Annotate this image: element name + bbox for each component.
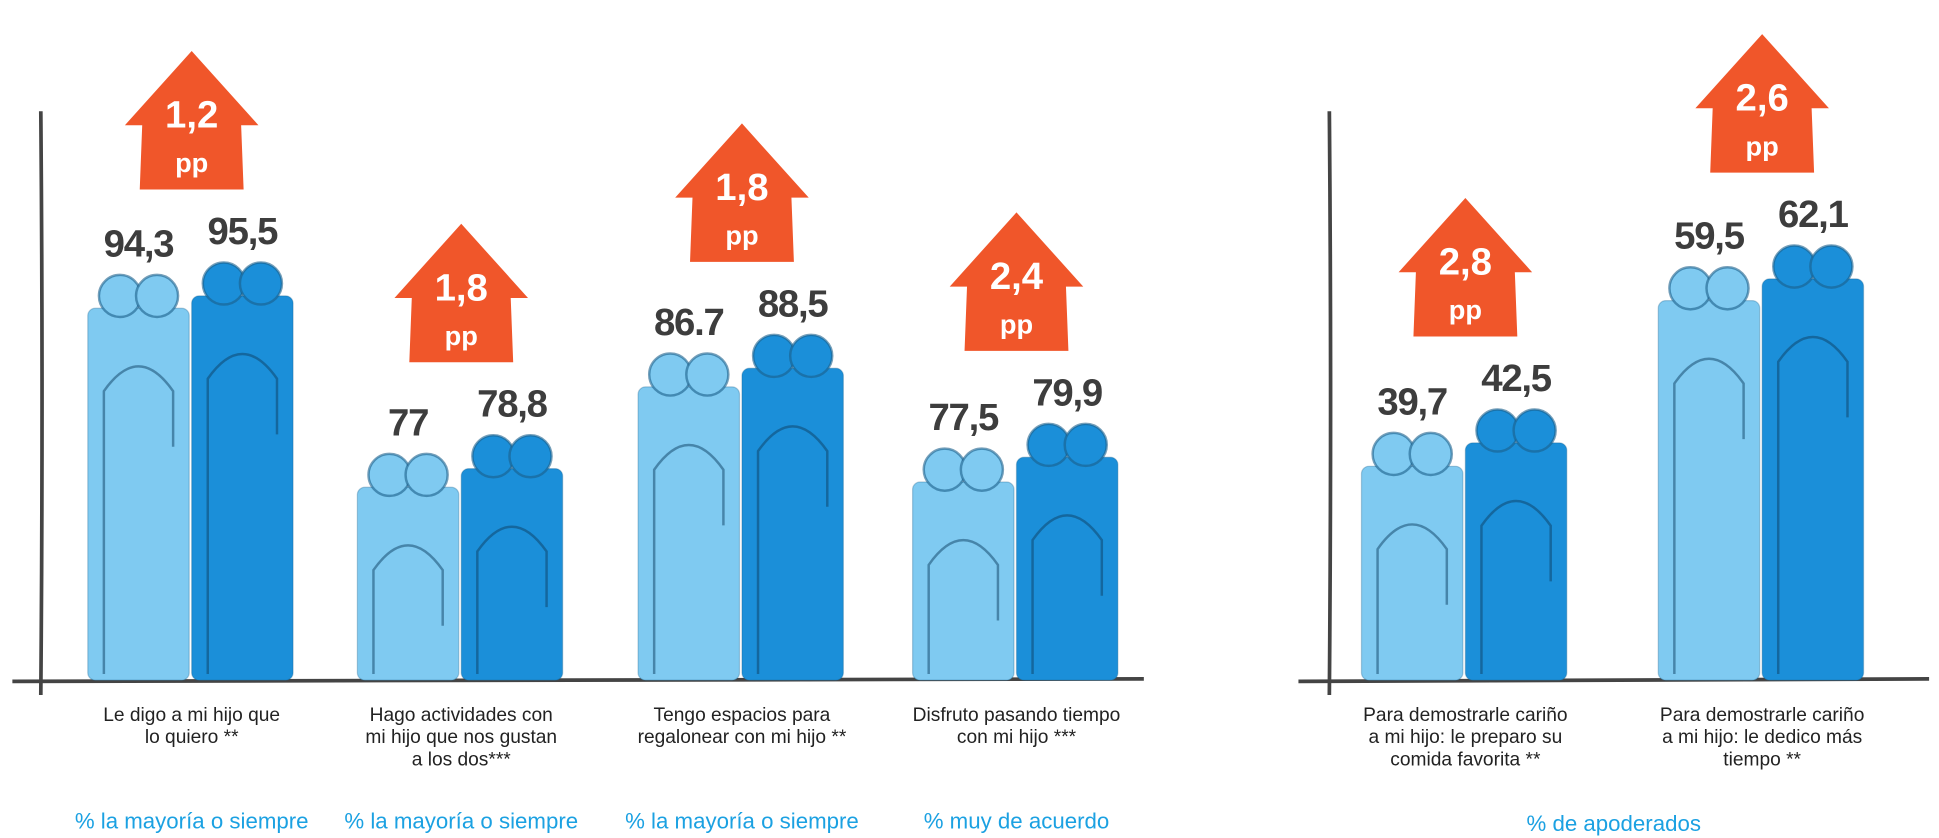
figure-line [1480,499,1552,674]
figure-line [206,352,279,674]
head [959,447,1005,492]
head [404,452,449,498]
figure-line [756,425,829,674]
bar [460,467,564,681]
bar [1015,456,1119,681]
value-label: 62,1 [1778,193,1849,236]
bar [637,386,741,681]
value-label: 77 [388,401,428,444]
figure-line [1673,357,1745,674]
change-unit: pp [445,320,478,351]
change-unit: pp [175,147,208,178]
bar [191,295,294,681]
chart-area: 94,3 95,5 1,2 pp Le digo a mi hijo que lo qui… [12,34,1930,836]
value-label: 79,9 [1032,371,1102,414]
x-axis-label: % de apoderados [1527,811,1701,836]
value-label: 95,5 [208,210,279,253]
head [134,273,180,319]
category-label: Disfruto pasando tiempo con mi hijo *** [913,705,1121,748]
category-note: % la mayoría o siempre [344,809,578,834]
change-unit: pp [1000,309,1033,340]
value-label: 39,7 [1377,380,1447,423]
head [1512,408,1557,453]
head [685,352,730,397]
y-axis [1327,111,1333,695]
head [1026,422,1071,468]
value-label: 77,5 [928,396,999,439]
change-value: 1,2 [165,94,218,137]
category-label: Para demostrarle cariño a mi hijo: le ded… [1660,705,1864,771]
bar [911,481,1015,681]
change-unit: pp [725,220,758,251]
figure-line [1776,336,1849,674]
category-label: Tengo espacios para regalonear con mi hij… [638,705,847,748]
head [238,261,284,306]
figure-line [927,539,1000,674]
head [1809,244,1854,289]
change-unit: pp [1746,130,1779,161]
value-label: 59,5 [1674,215,1745,258]
bar [1464,442,1568,681]
change-arrow [1695,34,1829,173]
bar [1657,300,1761,681]
change-arrow [1398,198,1533,337]
head [1063,422,1108,468]
figure-line [102,365,175,674]
figure-line [1031,514,1104,674]
figure-line [652,443,725,674]
bar [1360,465,1464,681]
category-note: % muy de acuerdo [924,809,1110,834]
head [1772,244,1817,289]
head [1475,408,1520,453]
change-value: 2,8 [1439,241,1492,284]
figure-line [372,544,444,674]
head [788,333,834,379]
head [1668,266,1713,311]
head [647,352,693,397]
bar [1761,278,1865,681]
change-arrow [675,123,809,262]
category-note: % la mayoría o siempre [75,809,309,834]
change-value: 2,4 [990,255,1044,298]
figure-line [476,525,548,674]
change-value: 1,8 [435,266,488,309]
category-note: % la mayoría o siempre [625,809,859,834]
change-arrow [124,51,259,190]
value-label: 78,8 [477,383,548,426]
bar [87,307,190,681]
head [751,333,797,379]
head [508,433,553,479]
value-label: 42,5 [1481,357,1552,400]
change-arrow [949,212,1084,351]
figure-line [1376,523,1449,674]
change-value: 2,6 [1736,77,1789,120]
head [201,261,247,306]
head [367,452,412,498]
change-value: 1,8 [715,166,768,209]
value-label: 94,3 [104,222,174,265]
head [1408,431,1454,477]
change-arrow [394,223,529,363]
head [1371,431,1416,477]
category-label: Le digo a mi hijo que lo quiero ** [103,705,280,748]
category-label: Hago actividades con mi hijo que nos gust… [365,705,557,771]
bar [356,486,460,681]
head [471,433,516,479]
y-axis [38,111,44,695]
change-unit: pp [1449,294,1482,325]
head [1705,266,1750,311]
category-label: Para demostrarle cariño a mi hijo: le pre… [1363,705,1567,771]
head [97,273,143,319]
value-label: 88,5 [758,282,829,325]
bar [741,367,844,681]
value-label: 86.7 [654,301,724,344]
head [922,447,968,492]
